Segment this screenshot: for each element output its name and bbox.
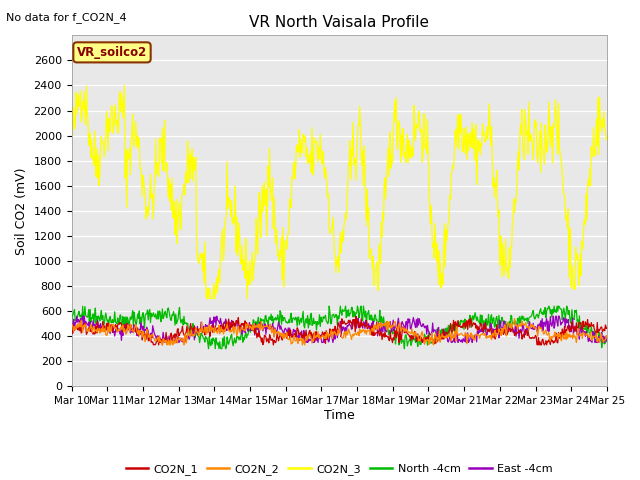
Y-axis label: Soil CO2 (mV): Soil CO2 (mV) bbox=[15, 167, 28, 254]
Legend: CO2N_1, CO2N_2, CO2N_3, North -4cm, East -4cm: CO2N_1, CO2N_2, CO2N_3, North -4cm, East… bbox=[122, 459, 557, 479]
Title: VR North Vaisala Profile: VR North Vaisala Profile bbox=[249, 15, 429, 30]
X-axis label: Time: Time bbox=[324, 409, 355, 422]
Text: VR_soilco2: VR_soilco2 bbox=[77, 46, 147, 59]
Text: No data for f_CO2N_4: No data for f_CO2N_4 bbox=[6, 12, 127, 23]
